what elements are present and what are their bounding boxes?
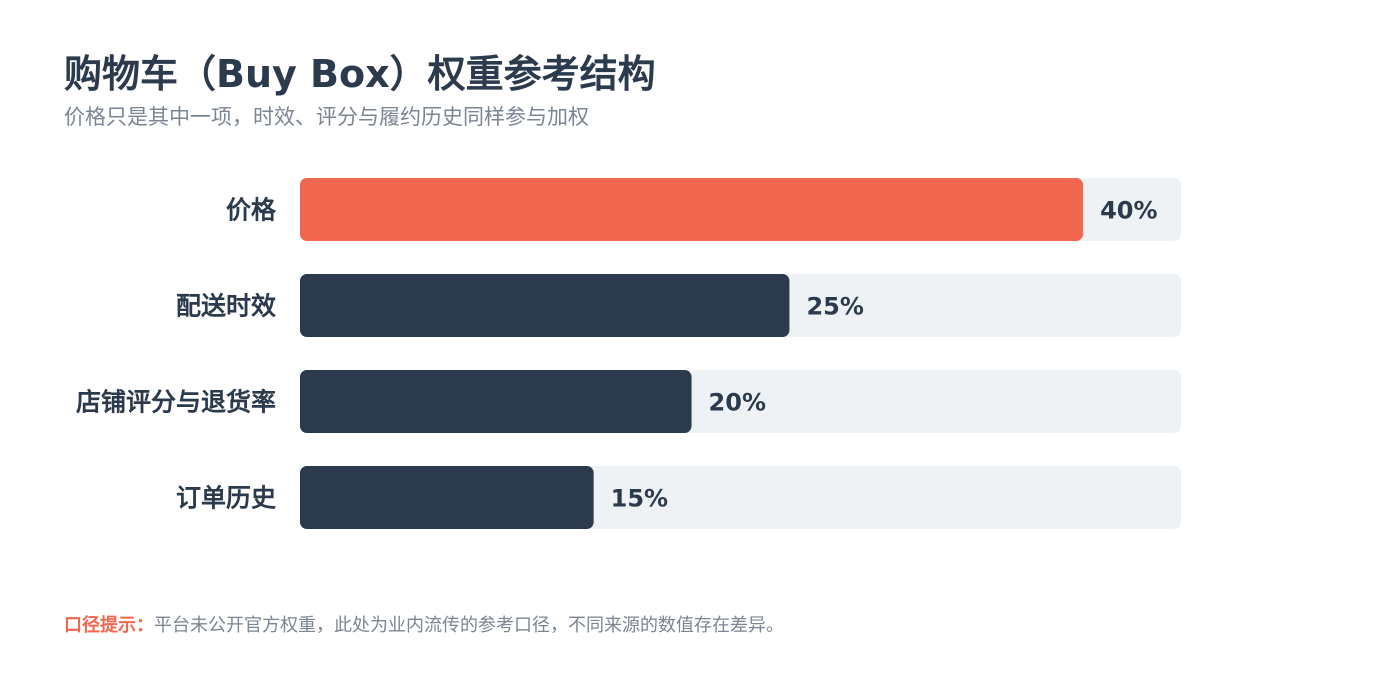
category-label: 店铺评分与退货率 [76,388,276,417]
bar-category-1 [300,274,790,337]
category-label: 价格 [226,196,277,225]
value-label: 40% [1100,197,1157,225]
value-label: 25% [806,293,863,321]
bar-category-3 [300,466,594,529]
value-label: 15% [611,485,668,513]
chart-title: 购物车（Buy Box）权重参考结构 [64,52,656,96]
category-label: 订单历史 [176,484,277,513]
chart-subtitle: 价格只是其中一项，时效、评分与履约历史同样参与加权 [64,105,589,129]
footnote-text: 平台未公开官方权重，此处为业内流传的参考口径，不同来源的数值存在差异。 [154,615,784,636]
bar-category-2 [300,370,692,433]
footnote-label: 口径提示： [64,615,154,636]
bar-category-0 [300,178,1084,241]
category-label: 配送时效 [176,292,276,321]
value-label: 20% [709,389,766,417]
footnote: 口径提示：平台未公开官方权重，此处为业内流传的参考口径，不同来源的数值存在差异。 [64,612,784,640]
